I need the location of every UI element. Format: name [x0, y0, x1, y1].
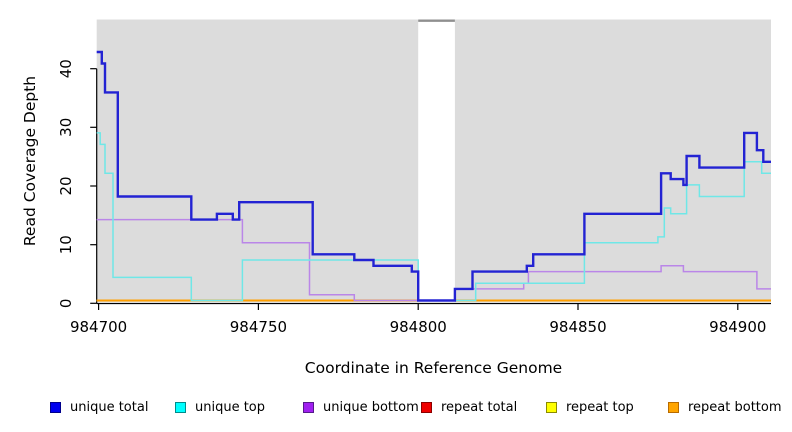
- legend-item-repeat-bottom: repeat bottom: [668, 397, 782, 417]
- legend-swatch-repeat-bottom-icon: [668, 401, 679, 413]
- legend-item-label: repeat total: [441, 399, 518, 415]
- plot-area: 984700 984750 984800 984850 984900 0 10 20 30 40: [57, 19, 771, 336]
- legend-item-label: repeat bottom: [688, 399, 782, 415]
- x-axis-title: Coordinate in Reference Genome: [304, 359, 563, 377]
- x-tick-label: 984750: [230, 318, 287, 336]
- series-line-unique-bottom: [96, 218, 771, 302]
- legend-swatch-unique-bottom-icon: [303, 401, 314, 413]
- legend-item-label: unique total: [70, 399, 149, 415]
- y-tick-label: 20: [57, 176, 75, 195]
- legend-swatch-unique-top-icon: [175, 401, 186, 413]
- legend-item-unique-top: unique top: [175, 397, 265, 417]
- legend-item-label: repeat top: [566, 399, 634, 415]
- series-line-unique-total: [96, 50, 771, 302]
- x-tick-label: 984800: [390, 318, 447, 336]
- y-axis-title: Read Coverage Depth: [21, 75, 39, 247]
- x-tick-label: 984900: [709, 318, 766, 336]
- legend-item-unique-bottom: unique bottom: [303, 397, 419, 417]
- plot-background-region: [454, 19, 771, 302]
- legend-swatch-repeat-top-icon: [546, 401, 557, 413]
- plot-background-region: [96, 19, 419, 302]
- y-tick-label: 40: [57, 59, 75, 78]
- legend: unique total unique top unique bottom repea…: [0, 397, 792, 421]
- y-tick-label: 0: [57, 299, 75, 309]
- legend-item-repeat-top: repeat top: [546, 397, 634, 417]
- y-tick-label: 10: [57, 235, 75, 254]
- x-tick-label: 984850: [549, 318, 606, 336]
- legend-swatch-repeat-total-icon: [421, 401, 432, 413]
- y-tick-label: 30: [57, 118, 75, 137]
- legend-item-unique-total: unique total: [50, 397, 148, 417]
- legend-item-label: unique bottom: [323, 399, 419, 415]
- legend-swatch-unique-total-icon: [50, 401, 61, 413]
- legend-item-label: unique top: [195, 399, 266, 415]
- legend-item-repeat-total: repeat total: [421, 397, 517, 417]
- series-line-unique-top: [96, 132, 771, 302]
- x-tick-label: 984700: [70, 318, 127, 336]
